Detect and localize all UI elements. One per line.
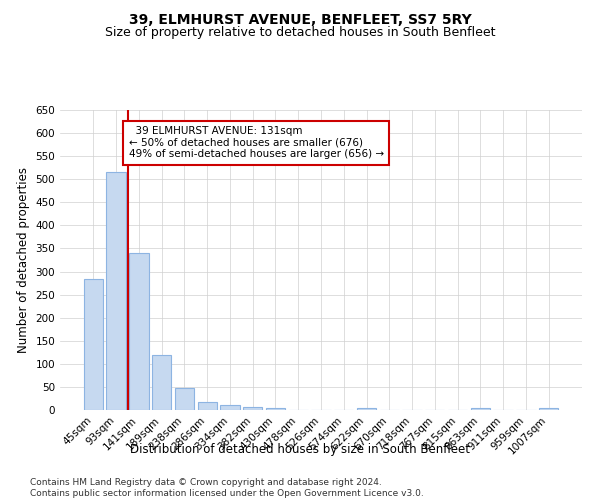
Bar bbox=[266, 408, 285, 410]
Bar bbox=[84, 280, 103, 410]
Text: Distribution of detached houses by size in South Benfleet: Distribution of detached houses by size … bbox=[130, 442, 470, 456]
Text: Size of property relative to detached houses in South Benfleet: Size of property relative to detached ho… bbox=[105, 26, 495, 39]
Bar bbox=[357, 408, 376, 410]
Bar bbox=[220, 406, 239, 410]
Bar bbox=[243, 407, 262, 410]
Text: 39, ELMHURST AVENUE, BENFLEET, SS7 5RY: 39, ELMHURST AVENUE, BENFLEET, SS7 5RY bbox=[128, 12, 472, 26]
Bar bbox=[539, 408, 558, 410]
Bar bbox=[175, 388, 194, 410]
Bar bbox=[152, 354, 172, 410]
Y-axis label: Number of detached properties: Number of detached properties bbox=[17, 167, 30, 353]
Text: Contains HM Land Registry data © Crown copyright and database right 2024.
Contai: Contains HM Land Registry data © Crown c… bbox=[30, 478, 424, 498]
Text: 39 ELMHURST AVENUE: 131sqm
← 50% of detached houses are smaller (676)
49% of sem: 39 ELMHURST AVENUE: 131sqm ← 50% of deta… bbox=[128, 126, 384, 160]
Bar bbox=[470, 408, 490, 410]
Bar bbox=[106, 172, 126, 410]
Bar bbox=[197, 402, 217, 410]
Bar bbox=[129, 253, 149, 410]
